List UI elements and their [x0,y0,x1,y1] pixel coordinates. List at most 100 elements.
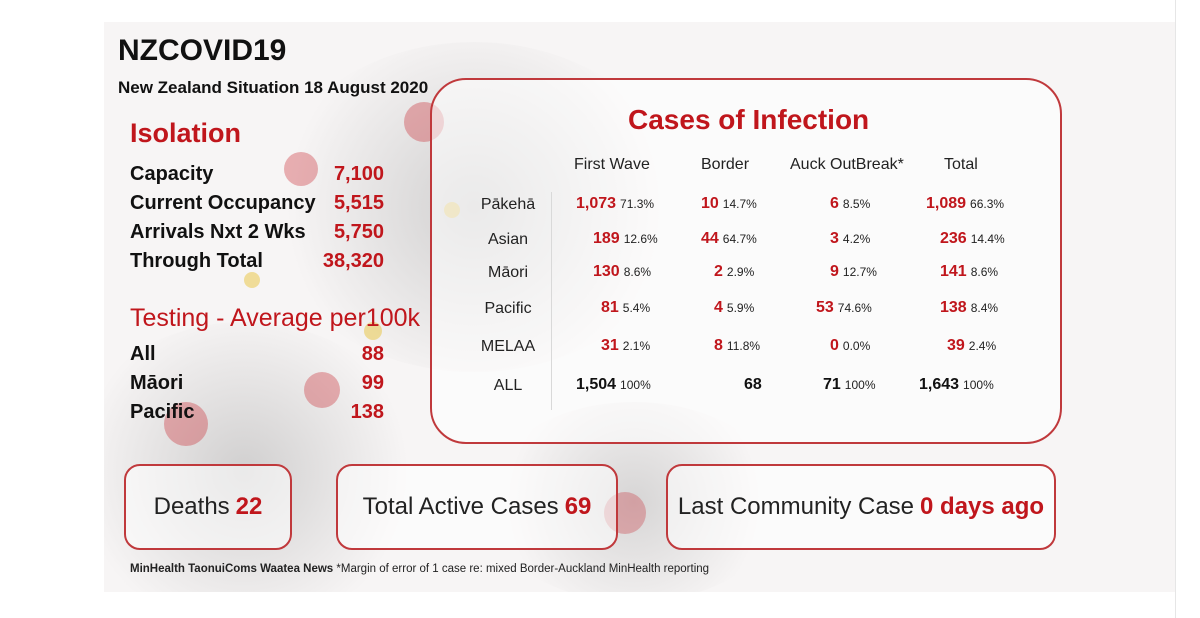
testing-label: All [130,343,156,365]
isolation-row: Capacity 7,100 [130,163,384,186]
row-label: Pākehā [480,196,536,213]
cell-percent: 100% [963,378,994,392]
cell-count: 6 [830,195,839,212]
cell-percent: 100% [620,378,651,392]
table-cell: 138 8.4% [940,299,998,317]
table-cell: 130 8.6% [593,263,651,281]
isolation-value: 5,750 [333,221,384,243]
cases-panel [430,78,1062,444]
cell-count: 0 [830,337,839,354]
cell-percent: 8.6% [623,265,652,279]
testing-label: Pacific [130,401,195,423]
cell-percent: 71.3% [620,197,655,211]
isolation-label: Current Occupancy [130,192,316,214]
footer-source: MinHealth TaonuiComs Waatea News [130,563,334,575]
cell-percent: 11.8% [726,339,761,353]
table-cell: 1,643 100% [919,376,994,394]
row-label: Māori [487,264,528,281]
table-cell: 0 0.0% [830,337,870,355]
table-cell: 31 2.1% [601,337,650,355]
cell-count: 141 [940,263,967,280]
cell-percent: 14.7% [722,197,757,211]
cell-percent: 8.4% [970,301,999,315]
cell-count: 9 [830,263,839,280]
cell-count: 2 [714,263,723,280]
isolation-label: Capacity [130,163,214,185]
row-label: Asian [487,231,529,248]
infographic-slide: NZCOVID19 New Zealand Situation 18 Augus… [104,22,1176,592]
virus-spike-shape [244,272,260,288]
cell-count: 53 [816,299,834,316]
cell-percent: 64.7% [722,232,757,246]
testing-row: Pacific 138 [130,401,384,424]
cell-percent: 8.5% [842,197,871,211]
cell-percent: 8.6% [970,265,999,279]
cell-count: 1,073 [576,195,617,212]
table-cell: 1,073 71.3% [576,195,654,213]
cell-percent: 14.4% [970,232,1005,246]
table-divider [551,192,552,410]
testing-value: 138 [350,401,384,423]
deaths-label: Deaths [153,493,230,520]
table-cell: 8 11.8% [714,337,760,355]
virus-spike-shape [284,152,318,186]
community-case-label: Last Community Case [677,493,915,520]
isolation-label: Arrivals Nxt 2 Wks [130,221,306,243]
cell-percent: 74.6% [837,301,872,315]
table-cell: 1,089 66.3% [926,195,1004,213]
cell-count: 10 [701,195,719,212]
table-cell: 9 12.7% [830,263,877,281]
table-cell: 10 14.7% [701,195,757,213]
table-cell: 68 [744,376,766,394]
testing-heading: Testing - Average per100k [130,304,421,332]
community-case-box: Last Community Case 0 days ago [666,464,1056,550]
isolation-row: Arrivals Nxt 2 Wks 5,750 [130,221,384,244]
cell-percent: 2.4% [968,339,997,353]
deaths-box: Deaths 22 [124,464,292,550]
cell-count: 39 [947,337,965,354]
testing-row: Māori 99 [130,372,384,395]
column-header: Auck OutBreak* [790,156,904,173]
isolation-label: Through Total [130,250,263,272]
row-label: MELAA [480,338,536,355]
cell-count: 31 [601,337,619,354]
cell-count: 138 [940,299,967,316]
cell-count: 3 [830,230,839,247]
testing-row: All 88 [130,343,384,366]
active-cases-box: Total Active Cases 69 [336,464,618,550]
table-cell: 4 5.9% [714,299,754,317]
table-cell: 6 8.5% [830,195,870,213]
viewer-scrollbar[interactable] [1175,0,1200,618]
page-subtitle: New Zealand Situation 18 August 2020 [118,78,429,97]
table-cell: 3 4.2% [830,230,870,248]
column-header: First Wave [574,156,650,173]
cell-percent: 5.4% [622,301,651,315]
cell-count: 71 [823,376,841,393]
cell-count: 130 [593,263,620,280]
column-header: Total [944,156,978,173]
table-cell: 2 2.9% [714,263,754,281]
cell-count: 1,504 [576,376,617,393]
table-cell: 44 64.7% [701,230,757,248]
isolation-value: 38,320 [322,250,384,272]
isolation-value: 7,100 [333,163,384,185]
table-cell: 141 8.6% [940,263,998,281]
cell-percent: 100% [844,378,876,392]
isolation-heading: Isolation [130,118,242,148]
footer: MinHealth TaonuiComs Waatea News *Margin… [130,563,709,575]
cell-count: 68 [744,376,762,393]
cell-percent: 0.0% [842,339,871,353]
footer-note: *Margin of error of 1 case re: mixed Bor… [336,563,710,575]
testing-value: 99 [361,372,384,394]
deaths-value: 22 [235,493,263,520]
row-label: ALL [493,377,523,394]
cell-count: 1,089 [926,195,967,212]
table-cell: 81 5.4% [601,299,650,317]
cell-count: 44 [701,230,719,247]
table-cell: 1,504 100% [576,376,651,394]
table-cell: 39 2.4% [947,337,996,355]
cell-count: 81 [601,299,619,316]
cell-percent: 5.9% [726,301,755,315]
cell-count: 4 [714,299,723,316]
cell-percent: 2.9% [726,265,755,279]
